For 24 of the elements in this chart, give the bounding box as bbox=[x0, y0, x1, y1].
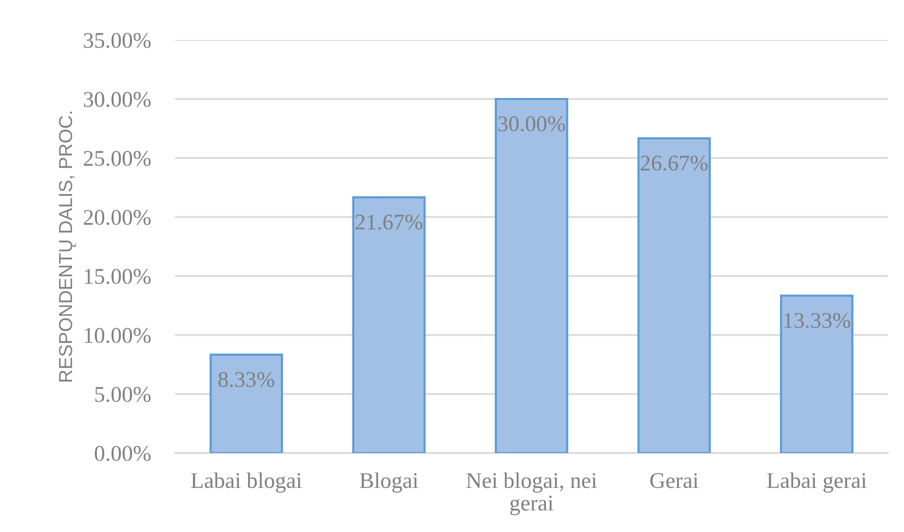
data-label: 30.00% bbox=[498, 116, 565, 132]
bar bbox=[637, 137, 711, 453]
y-tick-label: 30.00% bbox=[84, 92, 151, 108]
y-tick-label: 15.00% bbox=[84, 268, 151, 284]
x-tick-label: Nei blogai, nei gerai bbox=[466, 472, 597, 516]
y-axis-title: RESPONDENTŲ DALIS, PROC. bbox=[58, 112, 76, 382]
y-tick-label: 35.00% bbox=[84, 32, 151, 48]
bar bbox=[210, 354, 283, 453]
data-label: 21.67% bbox=[356, 214, 422, 230]
y-tick-label: 10.00% bbox=[84, 328, 151, 344]
x-tick-label: Labai blogai bbox=[191, 472, 302, 493]
bar bbox=[780, 294, 854, 453]
bar bbox=[494, 98, 568, 453]
y-tick-label: 20.00% bbox=[84, 210, 151, 226]
data-label: 13.33% bbox=[784, 313, 850, 328]
x-tick-label: Gerai bbox=[650, 473, 698, 488]
y-tick-label: 25.00% bbox=[84, 150, 151, 166]
data-label: 8.33% bbox=[218, 372, 274, 388]
data-label: 26.67% bbox=[640, 156, 708, 171]
x-tick-label: Blogai bbox=[360, 472, 418, 493]
y-tick-label: 5.00% bbox=[95, 386, 151, 402]
x-tick-label: Labai gerai bbox=[767, 472, 867, 493]
bar bbox=[352, 196, 426, 453]
y-tick-label: 0.00% bbox=[94, 446, 151, 462]
